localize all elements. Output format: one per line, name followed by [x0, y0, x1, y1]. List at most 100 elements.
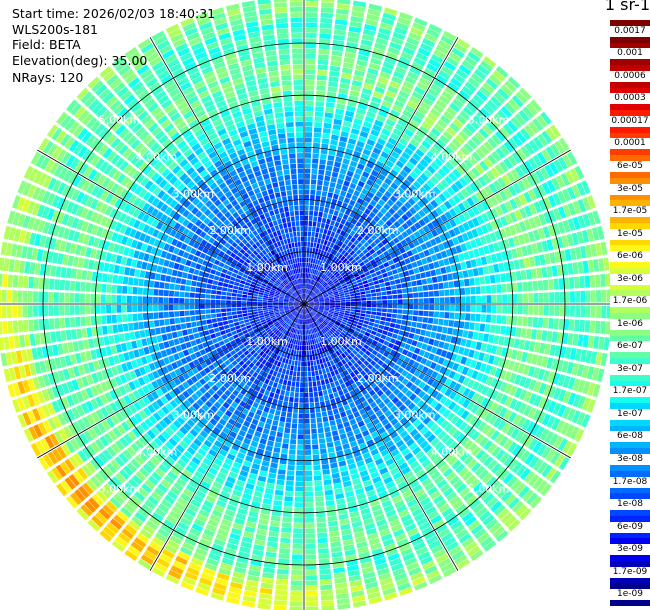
- range-gate-cell: [174, 501, 186, 511]
- range-gate-cell: [396, 61, 409, 70]
- range-gate-cell: [343, 544, 355, 551]
- range-gate-cell: [405, 381, 414, 389]
- range-gate-cell: [500, 106, 513, 118]
- range-gate-cell: [360, 310, 366, 314]
- range-gate-cell: [308, 273, 311, 279]
- range-gate-cell: [243, 531, 254, 539]
- range-gate-cell: [528, 438, 538, 451]
- range-gate-cell: [524, 142, 535, 155]
- range-gate-cell: [538, 305, 544, 316]
- range-gate-cell: [470, 340, 477, 349]
- range-gate-cell: [354, 455, 363, 463]
- range-gate-cell: [364, 331, 371, 337]
- range-gate-cell: [281, 384, 287, 391]
- range-gate-cell: [352, 74, 364, 82]
- range-gate-cell: [518, 485, 530, 499]
- range-gate-cell: [390, 169, 399, 177]
- range-gate-cell: [280, 312, 286, 316]
- range-gate-cell: [167, 539, 180, 550]
- range-gate-cell: [446, 186, 456, 196]
- range-gate-cell: [384, 190, 392, 199]
- range-gate-cell: [376, 312, 382, 316]
- range-gate-cell: [495, 130, 506, 142]
- range-gate-cell: [219, 385, 227, 393]
- range-gate-cell: [304, 444, 311, 450]
- range-gate-cell: [553, 208, 562, 221]
- range-gate-cell: [317, 427, 324, 434]
- range-gate-cell: [375, 160, 384, 168]
- range-gate-cell: [58, 428, 69, 441]
- range-gate-cell: [371, 252, 378, 259]
- range-gate-cell: [342, 120, 352, 128]
- range-gate-cell: [483, 456, 494, 467]
- range-gate-cell: [168, 510, 181, 520]
- range-gate-cell: [340, 323, 346, 328]
- range-gate-cell: [206, 557, 219, 567]
- range-gate-cell: [120, 506, 133, 518]
- range-gate-cell: [334, 344, 340, 350]
- range-gate-cell: [169, 390, 177, 399]
- range-gate-cell: [95, 409, 105, 421]
- range-gate-cell: [458, 177, 468, 187]
- range-gate-cell: [433, 548, 446, 559]
- range-gate-cell: [542, 370, 551, 382]
- range-gate-cell: [317, 216, 322, 223]
- range-gate-cell: [153, 437, 163, 447]
- range-gate-cell: [405, 76, 417, 85]
- range-gate-cell: [255, 354, 261, 361]
- range-gate-cell: [173, 338, 180, 346]
- range-gate-cell: [498, 469, 510, 481]
- range-gate-cell: [407, 287, 413, 293]
- range-gate-cell: [467, 427, 477, 438]
- range-gate-cell: [415, 355, 423, 363]
- range-gate-cell: [416, 81, 428, 91]
- range-gate-cell: [256, 348, 262, 354]
- range-gate-cell: [252, 365, 258, 371]
- range-gate-cell: [431, 209, 439, 218]
- range-gate-cell: [344, 312, 350, 316]
- range-gate-cell: [401, 282, 407, 288]
- range-gate-cell: [312, 158, 319, 164]
- range-gate-cell: [372, 276, 378, 282]
- range-gate-cell: [37, 422, 48, 436]
- range-gate-cell: [160, 385, 168, 394]
- range-gate-cell: [506, 475, 518, 488]
- range-gate-cell: [469, 415, 479, 426]
- range-gate-cell: [451, 138, 462, 149]
- range-gate-cell: [375, 270, 382, 276]
- range-gate-cell: [263, 493, 273, 500]
- range-gate-cell: [300, 324, 302, 330]
- range-gate-cell: [352, 595, 366, 603]
- range-gate-cell: [316, 348, 320, 354]
- range-gate-cell: [119, 374, 128, 384]
- range-gate-cell: [532, 458, 544, 472]
- range-gate-cell: [332, 435, 340, 442]
- range-gate-cell: [314, 116, 323, 123]
- range-gate-cell: [304, 403, 309, 408]
- range-gate-cell: [540, 111, 552, 125]
- range-gate-cell: [301, 345, 304, 351]
- range-gate-cell: [267, 350, 273, 356]
- range-gate-cell: [218, 567, 231, 576]
- range-gate-cell: [285, 369, 290, 375]
- range-gate-cell: [384, 358, 391, 365]
- range-gate-cell: [318, 309, 324, 313]
- range-gate-cell: [253, 338, 260, 343]
- range-gate-cell: [147, 404, 156, 414]
- range-gate-cell: [429, 146, 440, 156]
- range-gate-cell: [331, 318, 337, 322]
- range-gate-cell: [319, 306, 325, 309]
- range-gate-cell: [504, 201, 513, 212]
- range-gate-cell: [392, 257, 399, 264]
- range-gate-cell: [254, 316, 260, 320]
- range-gate-cell: [548, 279, 554, 290]
- range-gate-cell: [435, 332, 442, 340]
- range-gate-cell: [433, 103, 444, 114]
- range-gate-cell: [396, 289, 403, 294]
- range-gate-cell: [528, 379, 537, 391]
- range-gate-cell: [321, 2, 334, 8]
- range-gate-cell: [496, 109, 509, 122]
- range-gate-cell: [410, 571, 424, 581]
- range-gate-cell: [161, 430, 171, 440]
- range-gate-cell: [156, 557, 170, 568]
